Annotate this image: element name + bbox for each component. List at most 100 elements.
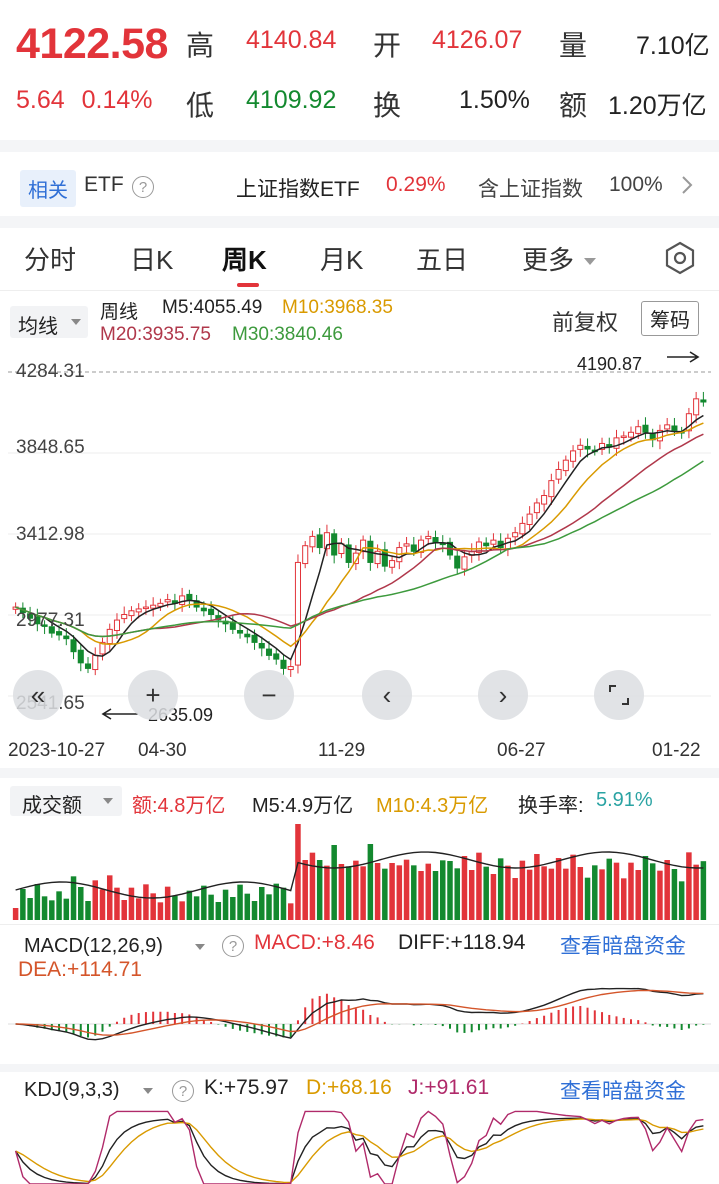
zoom-out-full-button[interactable]: « [13, 670, 63, 720]
price-adjust-toggle[interactable]: 前复权 [552, 310, 619, 335]
view-dark-pool-link[interactable]: 查看暗盘资金 [560, 935, 686, 958]
caret-down-icon [584, 258, 597, 266]
candle-body [454, 555, 461, 569]
settings-icon[interactable] [662, 240, 698, 276]
volume-bar [164, 886, 171, 920]
volume-bar [642, 856, 649, 920]
x-tick: 06-27 [497, 740, 546, 761]
open-label: 开 [373, 30, 402, 61]
y-tick: 3412.98 [16, 524, 85, 545]
low-label: 低 [186, 90, 215, 121]
tab-intraday[interactable]: 分时 [24, 245, 77, 275]
candlestick-chart[interactable] [8, 350, 711, 730]
volume-bar [490, 874, 497, 920]
volume-bar [215, 902, 222, 920]
related-etf-row[interactable]: 相关 ETF ? 上证指数ETF 0.29% 含上证指数 100% [0, 160, 719, 212]
volume-bar [150, 893, 156, 920]
zoom-in-button[interactable]: + [128, 670, 178, 720]
low-value: 4109.92 [246, 86, 337, 114]
volume-chart[interactable] [8, 820, 711, 920]
help-icon[interactable]: ? [222, 935, 244, 957]
tab-weekly-k[interactable]: 周K [222, 245, 267, 275]
candle-body [345, 544, 352, 563]
candle-body [541, 495, 548, 505]
volume-bar [425, 863, 432, 920]
x-tick: 04-30 [138, 740, 187, 761]
volume-bar [56, 891, 62, 920]
volume-bar [353, 860, 359, 920]
candle-body [403, 543, 410, 547]
candle-body [287, 666, 294, 671]
chip-distribution-button[interactable]: 筹码 [641, 301, 699, 336]
volume-bar [382, 868, 388, 920]
candle-body [475, 541, 482, 553]
volume-bar [461, 856, 468, 920]
volume-bar [570, 854, 576, 920]
divider [0, 768, 719, 778]
volume-bar [483, 866, 489, 920]
scroll-left-button[interactable]: ‹ [362, 670, 412, 720]
volume-bar [27, 898, 33, 920]
candle-body [135, 608, 142, 613]
ma5-value: M5:4055.49 [162, 297, 263, 318]
candle-body [627, 431, 635, 438]
zoom-out-button[interactable]: − [244, 670, 294, 720]
kdj-selector[interactable]: KDJ(9,3,3) [10, 1076, 168, 1106]
candle-body [613, 437, 620, 449]
ma-lines [15, 414, 704, 661]
help-icon[interactable]: ? [132, 176, 154, 198]
help-icon[interactable]: ? [172, 1080, 194, 1102]
volume-bar [541, 866, 547, 920]
turnover-label: 换 [373, 90, 402, 121]
candle-body [34, 616, 41, 625]
amount-label: 额 [559, 90, 588, 121]
y-tick: 4284.31 [16, 361, 85, 382]
volume-bar [259, 887, 265, 920]
chevron-right-icon[interactable] [680, 172, 694, 198]
arrow-right-icon [667, 350, 701, 364]
last-price: 4122.58 [16, 20, 168, 68]
tab-daily-k[interactable]: 日K [130, 245, 174, 275]
change-row: 5.64 0.14% [16, 86, 153, 115]
divider [0, 924, 719, 925]
amount-value: 1.20万亿 [608, 92, 707, 120]
turnover-rate-label: 换手率: [518, 795, 584, 817]
volume-bar [114, 887, 120, 920]
candle-body [150, 604, 157, 609]
volume-bar [577, 867, 584, 920]
scroll-right-button[interactable]: › [478, 670, 528, 720]
volume-bar [222, 889, 229, 920]
tab-more-label: 更多 [522, 245, 575, 275]
candle-body [56, 631, 63, 636]
tab-five-day[interactable]: 五日 [416, 245, 469, 275]
k-line [15, 1117, 704, 1184]
tab-monthly-k[interactable]: 月K [320, 245, 364, 275]
etf-name[interactable]: 上证指数ETF [236, 178, 360, 201]
candle-body [526, 513, 533, 526]
volume-bar [92, 880, 99, 920]
volume-bar [700, 861, 707, 920]
fullscreen-button[interactable] [594, 670, 644, 720]
macd-selector[interactable]: MACD(12,26,9) [10, 932, 210, 962]
volume-m10: M10:4.3万亿 [376, 795, 489, 817]
tab-more[interactable]: 更多 [522, 240, 597, 277]
ma-selector[interactable]: 均线 [10, 306, 88, 338]
volume-bar [316, 860, 323, 920]
active-tab-indicator [237, 283, 259, 287]
view-dark-pool-link[interactable]: 查看暗盘资金 [560, 1080, 686, 1103]
divider [0, 290, 719, 291]
candle-body [84, 663, 92, 669]
volume-bar [193, 896, 200, 920]
volume-bar [70, 876, 77, 920]
volume-bar [99, 889, 106, 920]
candle-body [294, 561, 301, 666]
volume-selector[interactable]: 成交额 [10, 786, 122, 817]
volume-bar [295, 824, 301, 920]
volume-bar [338, 864, 345, 920]
candle-body [685, 413, 692, 432]
kdj-chart[interactable] [8, 1108, 711, 1184]
candle-body [562, 459, 569, 472]
macd-chart[interactable] [8, 978, 711, 1058]
volume-bar [345, 866, 352, 920]
volume-bar [251, 901, 258, 920]
